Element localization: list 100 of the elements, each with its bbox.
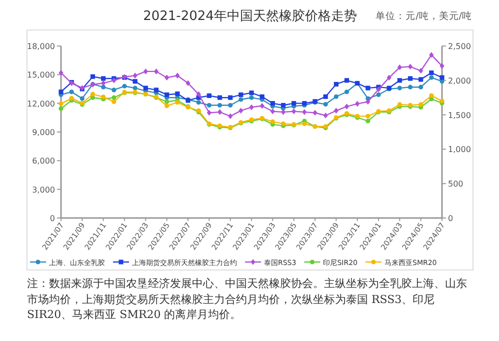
point xyxy=(69,96,74,101)
point xyxy=(186,80,190,86)
point xyxy=(112,95,116,100)
point xyxy=(408,64,413,70)
point xyxy=(112,99,116,104)
point xyxy=(366,86,370,90)
point xyxy=(217,95,222,100)
point xyxy=(418,102,424,107)
point xyxy=(418,77,424,82)
point xyxy=(238,108,244,114)
point xyxy=(206,110,212,116)
y2-tick-label: 2,500 xyxy=(448,42,471,51)
point xyxy=(164,99,170,104)
point xyxy=(249,104,254,110)
point xyxy=(270,108,275,114)
point xyxy=(206,93,212,98)
text: 注：数据来源于中国农垦经济发展中心、中国天然橡胶协会。主纵坐标为全乳胶上海、山东市场均价，上海期货交易所天然橡胶主力合约月均价，次纵坐标为泰国 RSS3、印尼 SIR20、马来西亚 SMR20 的离岸月均价。 xyxy=(27,276,468,322)
point xyxy=(312,110,318,116)
point xyxy=(228,113,233,120)
point xyxy=(196,100,201,105)
y2-tick-label: 500 xyxy=(448,180,464,189)
point xyxy=(302,109,307,115)
point xyxy=(69,90,74,94)
chart-subtitle: 单位：元/吨，美元/吨 xyxy=(376,10,472,22)
point xyxy=(196,91,201,98)
point xyxy=(366,118,370,124)
point xyxy=(164,92,170,98)
point xyxy=(334,108,338,114)
point xyxy=(376,86,381,92)
point xyxy=(238,92,244,98)
point xyxy=(101,76,106,81)
point xyxy=(292,108,296,114)
point xyxy=(112,88,116,92)
point xyxy=(408,84,413,90)
point xyxy=(323,102,328,107)
point xyxy=(249,90,254,96)
y2-tick-label: 1,000 xyxy=(448,145,471,154)
point xyxy=(344,104,350,110)
point xyxy=(344,90,350,94)
point xyxy=(344,78,350,83)
point xyxy=(429,52,434,58)
point xyxy=(154,88,159,92)
point xyxy=(397,78,402,83)
y-tick-label: 9,000 xyxy=(32,128,55,137)
point xyxy=(260,102,264,109)
point xyxy=(429,93,434,98)
point xyxy=(249,95,254,100)
y-tick-label: 12,000 xyxy=(27,99,55,108)
point xyxy=(228,102,233,108)
point xyxy=(164,74,170,81)
y-tick-label: 0 xyxy=(50,214,55,223)
point xyxy=(90,74,96,79)
point xyxy=(58,101,64,106)
point xyxy=(58,90,64,94)
y-tick-label: 15,000 xyxy=(27,70,55,80)
point xyxy=(101,84,106,90)
y2-tick-label: 1,500 xyxy=(448,110,471,120)
y2-tick-label: 0 xyxy=(448,214,454,223)
point xyxy=(323,94,328,99)
point xyxy=(175,72,180,78)
y-tick-label: 6,000 xyxy=(32,156,55,166)
point xyxy=(164,104,170,108)
point xyxy=(302,121,307,126)
point xyxy=(112,78,116,84)
point xyxy=(418,84,424,90)
point xyxy=(206,102,212,108)
point xyxy=(408,76,413,81)
point xyxy=(101,80,106,86)
point xyxy=(217,102,222,108)
y-tick-label: 3,000 xyxy=(32,185,55,194)
point xyxy=(334,94,338,99)
point xyxy=(90,92,96,96)
point xyxy=(143,68,148,74)
point xyxy=(175,91,180,96)
point xyxy=(376,92,381,98)
point xyxy=(397,86,402,90)
point xyxy=(260,94,264,99)
y-tick-label: 18,000 xyxy=(27,42,55,51)
point xyxy=(280,102,286,108)
point xyxy=(323,112,328,118)
point xyxy=(334,82,338,87)
point xyxy=(58,70,64,76)
point xyxy=(440,75,444,80)
point xyxy=(292,101,296,106)
point xyxy=(397,64,402,70)
point xyxy=(355,100,360,107)
point xyxy=(366,114,370,118)
y2-tick-label: 2,000 xyxy=(448,76,471,86)
point xyxy=(143,86,148,90)
point xyxy=(80,96,84,101)
point xyxy=(270,101,275,106)
point xyxy=(418,68,424,74)
point xyxy=(228,95,233,100)
point xyxy=(132,79,138,84)
point xyxy=(429,70,434,76)
chart-title: 2021-2024年中国天然橡胶价格走势 xyxy=(143,9,357,24)
point xyxy=(429,75,434,80)
point xyxy=(122,84,127,88)
point xyxy=(154,68,159,74)
point xyxy=(132,86,138,90)
